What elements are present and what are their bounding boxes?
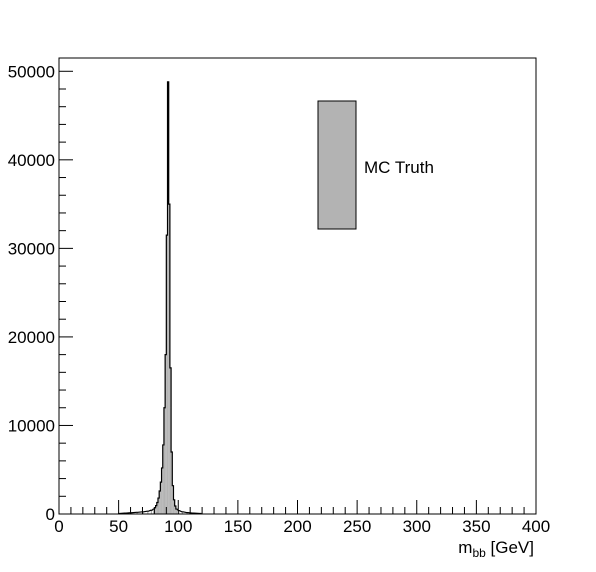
x-tick-label: 50 bbox=[109, 517, 128, 536]
histogram-bin-16 bbox=[163, 407, 166, 514]
histogram-bin-10 bbox=[156, 502, 158, 514]
histogram-bin-5 bbox=[147, 511, 149, 514]
y-tick-label: 30000 bbox=[8, 239, 55, 258]
histogram-bin-17 bbox=[165, 354, 167, 514]
histogram-bin-7 bbox=[153, 509, 155, 514]
histogram-bin-27 bbox=[178, 510, 180, 514]
histogram-bin-9 bbox=[155, 505, 157, 514]
x-tick-label: 300 bbox=[403, 517, 431, 536]
y-tick-label: 40000 bbox=[8, 151, 55, 170]
histogram-bin-8 bbox=[154, 507, 156, 514]
y-tick-label: 0 bbox=[46, 505, 55, 524]
histogram-bin-2 bbox=[130, 512, 132, 514]
histogram-bin-14 bbox=[161, 467, 163, 514]
histogram-bin-12 bbox=[159, 490, 161, 514]
x-axis-title-unit: [GeV] bbox=[486, 538, 534, 557]
histogram-bin-4 bbox=[142, 511, 144, 514]
legend-swatch bbox=[317, 100, 357, 230]
histogram-bin-15 bbox=[162, 444, 164, 514]
histogram-bin-22 bbox=[171, 452, 173, 514]
histogram-bin-6 bbox=[150, 510, 153, 514]
x-tick-label: 200 bbox=[283, 517, 311, 536]
histogram-bin-24 bbox=[173, 499, 175, 514]
histogram-outline bbox=[118, 81, 202, 515]
x-axis-title-main: m bbox=[458, 538, 472, 557]
y-tick-label: 10000 bbox=[8, 416, 55, 435]
histogram-bin-19 bbox=[167, 81, 169, 514]
histogram-bin-3 bbox=[136, 512, 138, 514]
histogram-bin-25 bbox=[174, 506, 176, 514]
y-tick-label: 20000 bbox=[8, 328, 55, 347]
histogram-bin-28 bbox=[181, 511, 184, 514]
x-axis-tick-labels: 0 50 100 150 200 250 300 350 400 bbox=[54, 517, 550, 536]
y-axis-tick-labels: 0 10000 20000 30000 40000 50000 bbox=[8, 62, 55, 524]
histogram-bin-29 bbox=[186, 512, 188, 514]
x-tick-label: 100 bbox=[164, 517, 192, 536]
histogram-bin-26 bbox=[175, 509, 178, 514]
x-tick-label: 0 bbox=[54, 517, 63, 536]
x-tick-label: 150 bbox=[224, 517, 252, 536]
histogram-bin-11 bbox=[157, 498, 160, 514]
legend-label: MC Truth bbox=[364, 158, 434, 177]
legend: MC Truth bbox=[317, 100, 434, 230]
x-tick-label: 400 bbox=[522, 517, 550, 536]
x-axis-title-subscript: bb bbox=[472, 546, 486, 560]
x-axis-ticks bbox=[58, 500, 537, 514]
x-tick-label: 250 bbox=[343, 517, 371, 536]
x-tick-label: 350 bbox=[462, 517, 490, 536]
y-axis-ticks bbox=[59, 70, 73, 515]
histogram-bin-13 bbox=[160, 482, 162, 514]
x-axis-title: mbb [GeV] bbox=[458, 538, 534, 560]
histogram-bin-18 bbox=[166, 235, 168, 514]
y-tick-label: 50000 bbox=[8, 62, 55, 81]
